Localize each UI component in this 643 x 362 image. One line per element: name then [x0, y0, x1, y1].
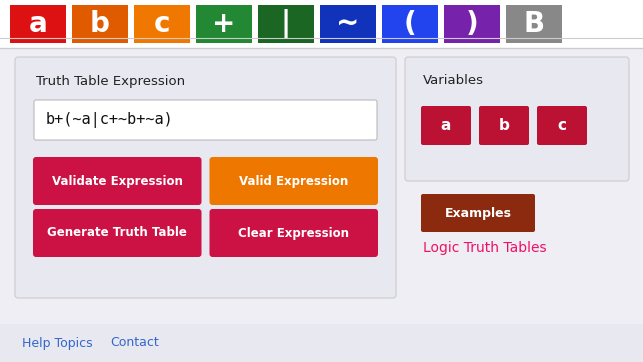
Text: c: c [154, 10, 170, 38]
Text: b: b [498, 118, 509, 133]
Text: Clear Expression: Clear Expression [239, 227, 349, 240]
FancyBboxPatch shape [72, 5, 128, 43]
Text: Variables: Variables [423, 73, 484, 87]
FancyBboxPatch shape [134, 5, 190, 43]
Text: a: a [29, 10, 48, 38]
FancyBboxPatch shape [0, 0, 643, 48]
FancyBboxPatch shape [258, 5, 314, 43]
FancyBboxPatch shape [382, 5, 438, 43]
FancyBboxPatch shape [444, 5, 500, 43]
FancyBboxPatch shape [421, 106, 471, 145]
FancyBboxPatch shape [320, 5, 376, 43]
FancyBboxPatch shape [10, 5, 66, 43]
Text: b+(~a|c+~b+~a): b+(~a|c+~b+~a) [46, 112, 174, 128]
Text: a: a [441, 118, 451, 133]
Text: |: | [281, 9, 291, 38]
Text: Valid Expression: Valid Expression [239, 174, 349, 188]
FancyBboxPatch shape [15, 57, 396, 298]
FancyBboxPatch shape [210, 157, 378, 205]
Text: B: B [523, 10, 545, 38]
FancyBboxPatch shape [506, 5, 562, 43]
FancyBboxPatch shape [33, 157, 201, 205]
Text: Contact: Contact [110, 337, 159, 349]
FancyBboxPatch shape [196, 5, 252, 43]
Text: c: c [557, 118, 566, 133]
FancyBboxPatch shape [34, 100, 377, 140]
Text: (: ( [404, 10, 417, 38]
Text: +: + [212, 10, 236, 38]
FancyBboxPatch shape [479, 106, 529, 145]
Text: Generate Truth Table: Generate Truth Table [48, 227, 187, 240]
FancyBboxPatch shape [33, 209, 201, 257]
Text: Logic Truth Tables: Logic Truth Tables [423, 241, 547, 255]
FancyBboxPatch shape [405, 57, 629, 181]
Text: ~: ~ [336, 10, 359, 38]
FancyBboxPatch shape [537, 106, 587, 145]
FancyBboxPatch shape [421, 194, 535, 232]
Text: Truth Table Expression: Truth Table Expression [36, 76, 185, 88]
Text: b: b [90, 10, 110, 38]
Text: Help Topics: Help Topics [22, 337, 93, 349]
FancyBboxPatch shape [0, 324, 643, 362]
Text: ): ) [466, 10, 478, 38]
FancyBboxPatch shape [210, 209, 378, 257]
Text: Validate Expression: Validate Expression [52, 174, 183, 188]
FancyBboxPatch shape [0, 48, 643, 362]
Text: Examples: Examples [444, 206, 511, 219]
